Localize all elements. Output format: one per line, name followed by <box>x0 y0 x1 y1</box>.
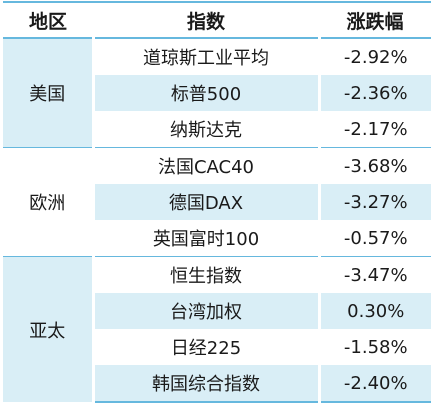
index-name: 纳斯达克 <box>91 111 319 148</box>
index-change: 0.30% <box>317 293 431 329</box>
index-change: -3.47% <box>317 256 431 293</box>
header-region: 地区 <box>3 1 93 39</box>
table-body: 美国 道琼斯工业平均 -2.92% 标普500 -2.36% 纳斯达克 -2.1… <box>3 38 431 403</box>
index-name: 恒生指数 <box>91 256 319 293</box>
index-name: 韩国综合指数 <box>91 365 319 403</box>
table-row: 欧洲 法国CAC40 -3.68% <box>3 147 431 257</box>
table-row: 标普500 -2.36% <box>3 75 431 111</box>
index-name: 德国DAX <box>91 184 319 220</box>
table-row: 美国 道琼斯工业平均 -2.92% <box>3 38 431 148</box>
table-row: 德国DAX -3.27% <box>3 184 431 220</box>
header-index: 指数 <box>93 1 319 39</box>
index-change: -2.36% <box>317 75 431 111</box>
table-row: 台湾加权 0.30% <box>3 293 431 329</box>
index-name: 英国富时100 <box>91 220 319 257</box>
index-change: -1.58% <box>317 329 431 365</box>
header-change: 涨跌幅 <box>319 1 431 39</box>
table-row: 纳斯达克 -2.17% <box>3 111 431 148</box>
region-cell-usa: 美国 <box>3 38 93 148</box>
index-name: 法国CAC40 <box>91 147 319 184</box>
index-change: -2.92% <box>317 38 431 75</box>
index-name: 道琼斯工业平均 <box>91 38 319 75</box>
table-row: 日经225 -1.58% <box>3 329 431 365</box>
table-row: 亚太 恒生指数 -3.47% <box>3 256 431 402</box>
region-cell-europe: 欧洲 <box>3 147 93 257</box>
index-change: -0.57% <box>317 220 431 257</box>
index-change: -2.40% <box>317 365 431 403</box>
index-name: 日经225 <box>91 329 319 365</box>
index-name: 台湾加权 <box>91 293 319 329</box>
index-change: -3.27% <box>317 184 431 220</box>
market-index-table: 地区 指数 涨跌幅 美国 道琼斯工业平均 -2.92% 标普500 -2.36%… <box>3 1 431 403</box>
table-row: 英国富时100 -0.57% <box>3 220 431 257</box>
header-row: 地区 指数 涨跌幅 <box>3 1 431 39</box>
region-cell-asia-pacific: 亚太 <box>3 256 93 402</box>
table-header: 地区 指数 涨跌幅 <box>3 1 431 39</box>
index-change: -3.68% <box>317 147 431 184</box>
table-row: 韩国综合指数 -2.40% <box>3 365 431 403</box>
index-name: 标普500 <box>91 75 319 111</box>
index-change: -2.17% <box>317 111 431 148</box>
